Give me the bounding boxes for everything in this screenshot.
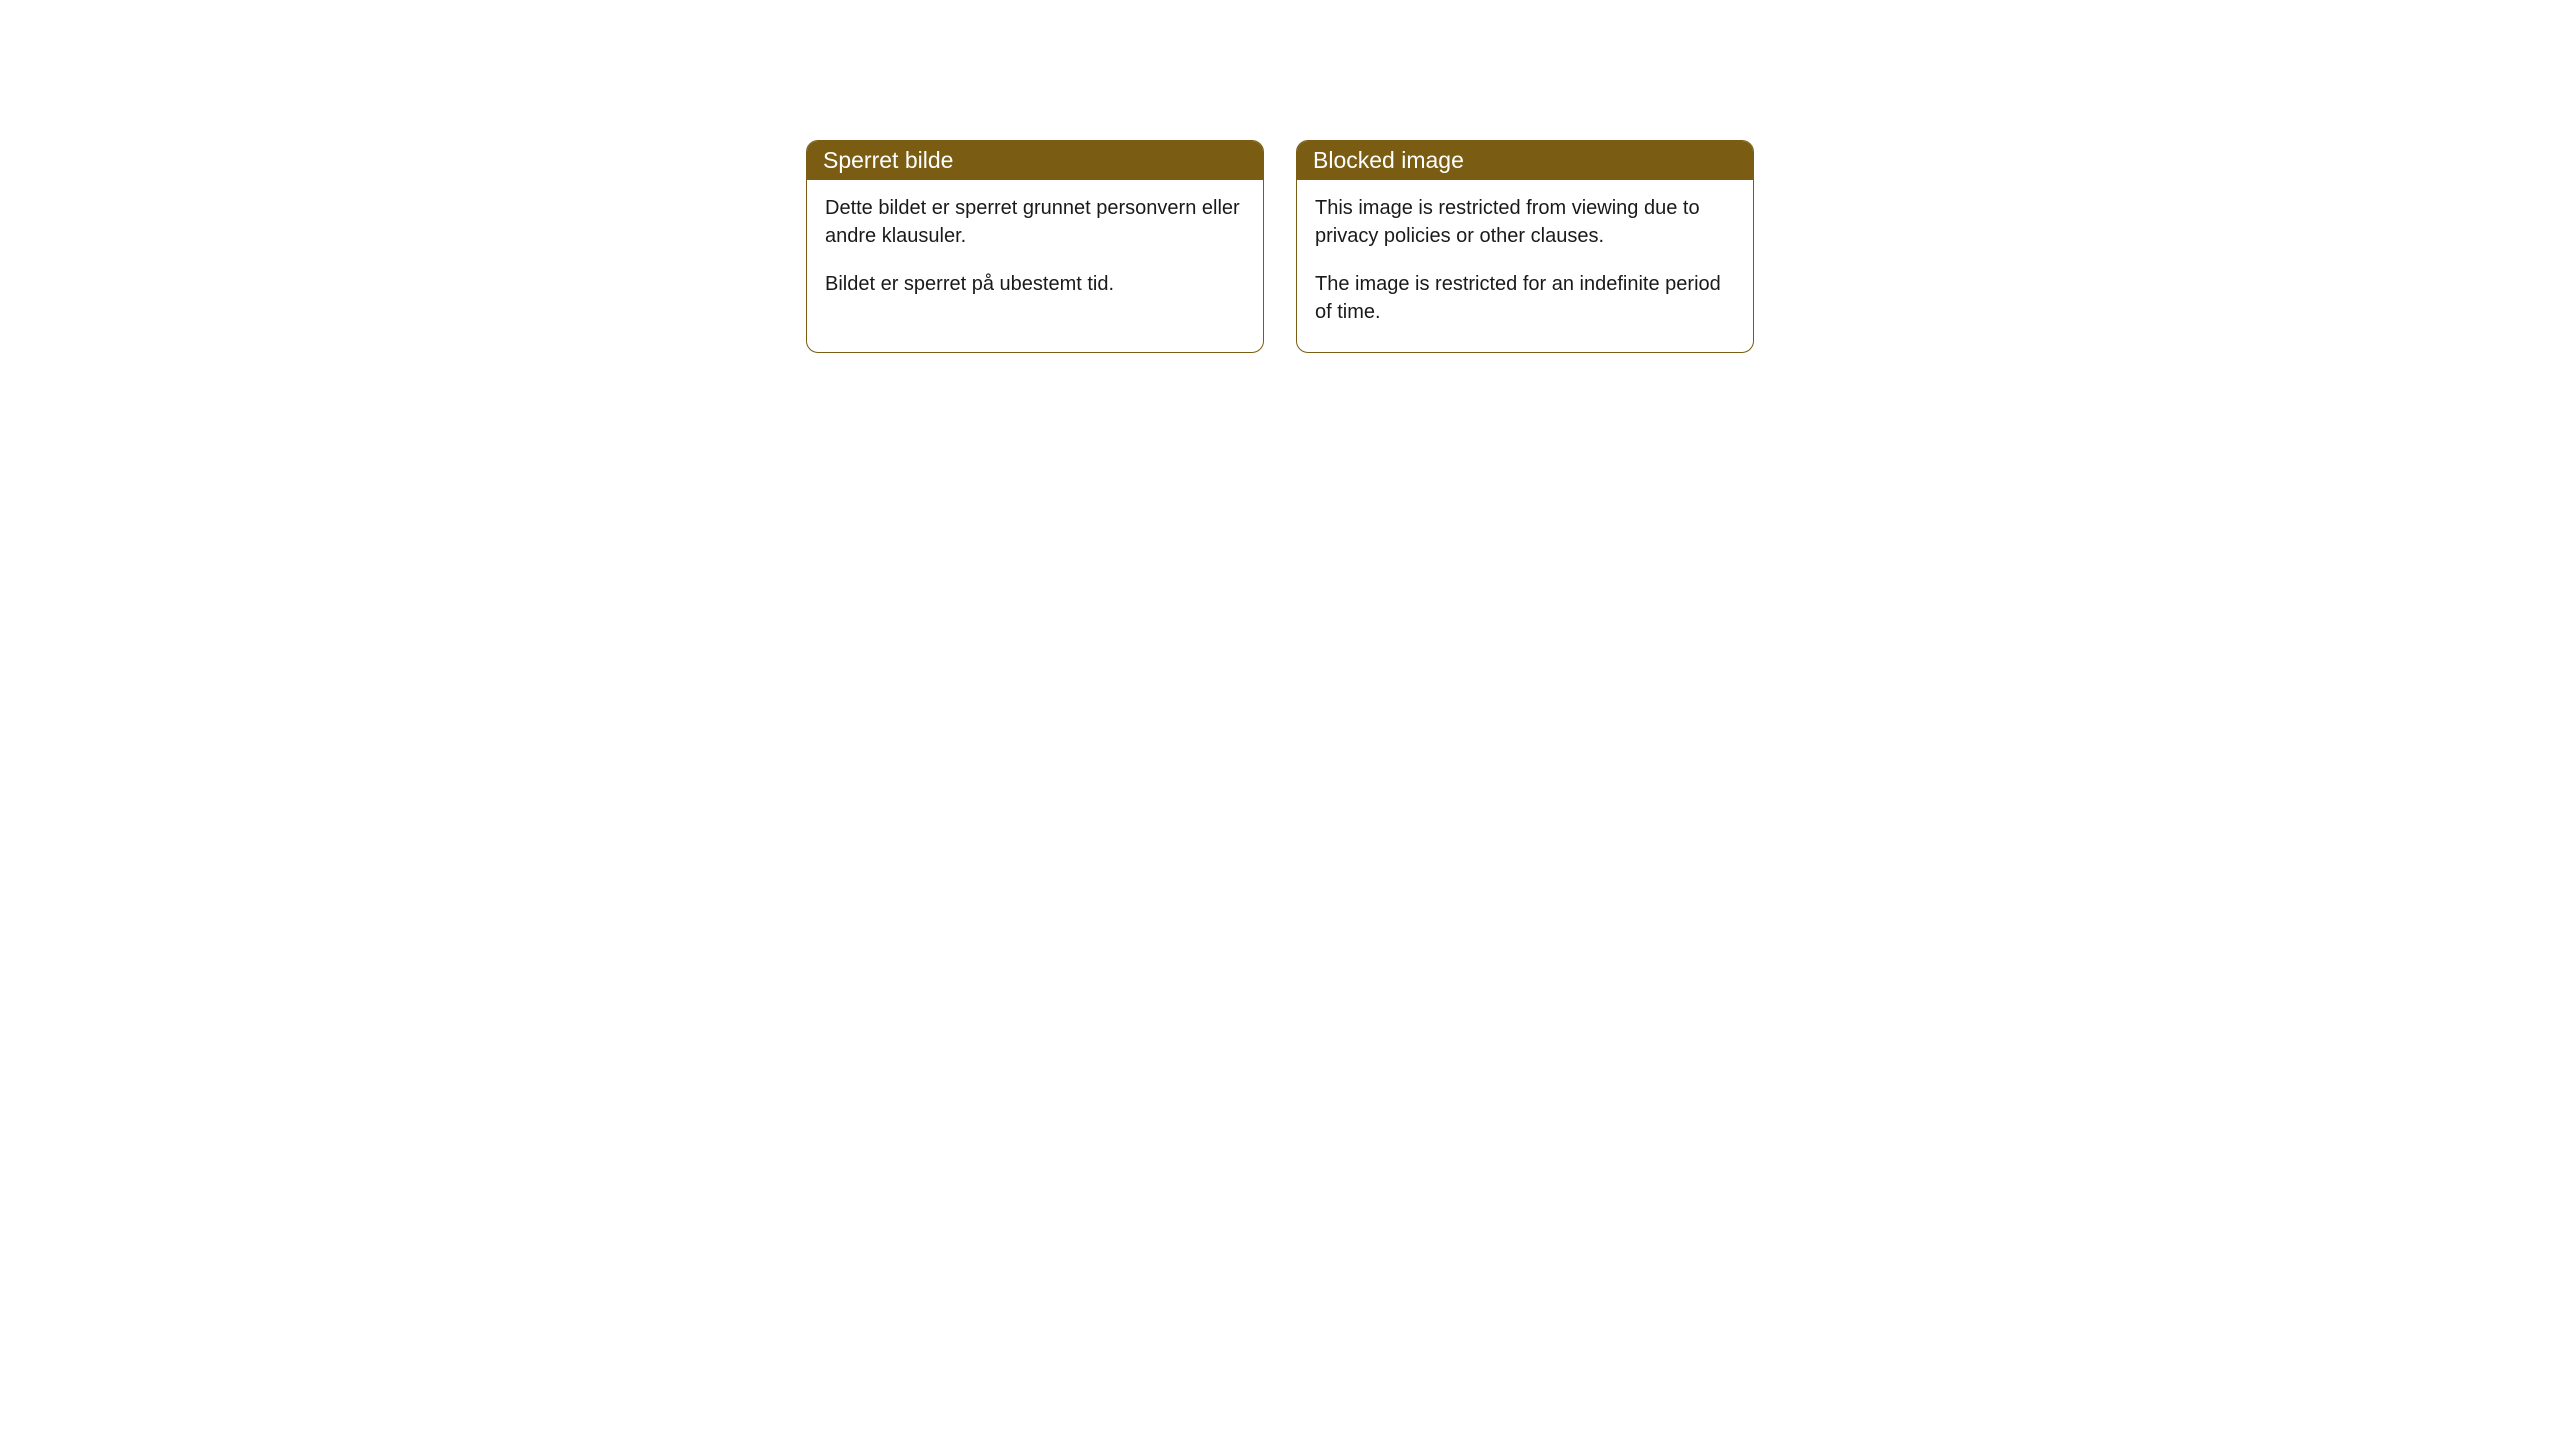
blocked-image-card-norwegian: Sperret bilde Dette bildet er sperret gr… bbox=[806, 140, 1264, 353]
card-paragraph: Bildet er sperret på ubestemt tid. bbox=[825, 270, 1245, 298]
card-paragraph: This image is restricted from viewing du… bbox=[1315, 194, 1735, 250]
card-header: Blocked image bbox=[1297, 141, 1753, 180]
blocked-image-card-english: Blocked image This image is restricted f… bbox=[1296, 140, 1754, 353]
card-title: Blocked image bbox=[1313, 147, 1464, 173]
card-paragraph: Dette bildet er sperret grunnet personve… bbox=[825, 194, 1245, 250]
card-header: Sperret bilde bbox=[807, 141, 1263, 180]
card-paragraph: The image is restricted for an indefinit… bbox=[1315, 270, 1735, 326]
card-body: This image is restricted from viewing du… bbox=[1297, 180, 1753, 352]
card-body: Dette bildet er sperret grunnet personve… bbox=[807, 180, 1263, 324]
card-title: Sperret bilde bbox=[823, 147, 953, 173]
